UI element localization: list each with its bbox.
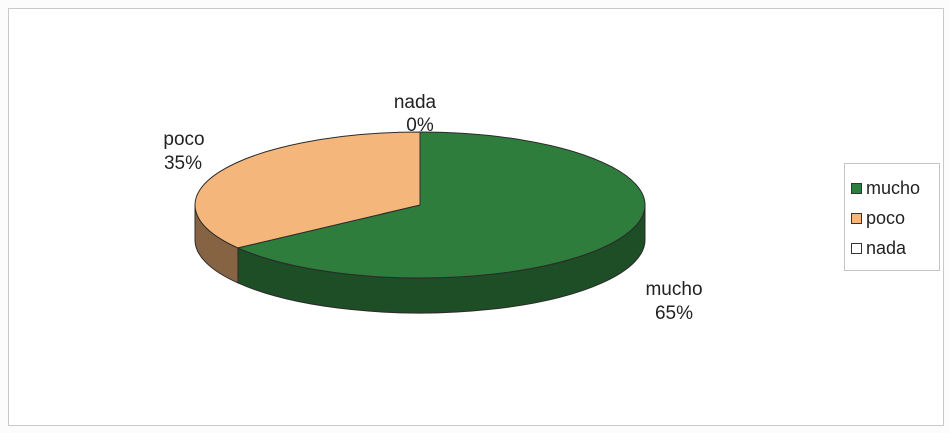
legend-swatch-nada [851, 242, 862, 254]
legend-label-nada: nada [866, 237, 907, 258]
legend-item-mucho: mucho [851, 173, 939, 203]
data-label-nada-name: nada [394, 92, 437, 113]
legend-label-mucho: mucho [866, 177, 921, 198]
data-label-poco-value: 35% [164, 153, 202, 174]
legend-swatch-mucho [851, 182, 862, 194]
data-label-nada-value: 0% [406, 115, 434, 136]
legend-label-poco: poco [866, 207, 906, 228]
pie-slice-mucho [236, 131, 646, 279]
legend-item-poco: poco [851, 203, 939, 233]
pie-slice-poco [194, 131, 421, 249]
legend-item-nada: nada [851, 233, 939, 263]
data-label-poco-name: poco [163, 129, 204, 150]
legend: mucho poco nada [844, 163, 940, 271]
legend-swatch-poco [851, 212, 862, 224]
data-label-mucho-name: mucho [645, 279, 702, 300]
data-label-mucho-value: 65% [655, 303, 693, 324]
